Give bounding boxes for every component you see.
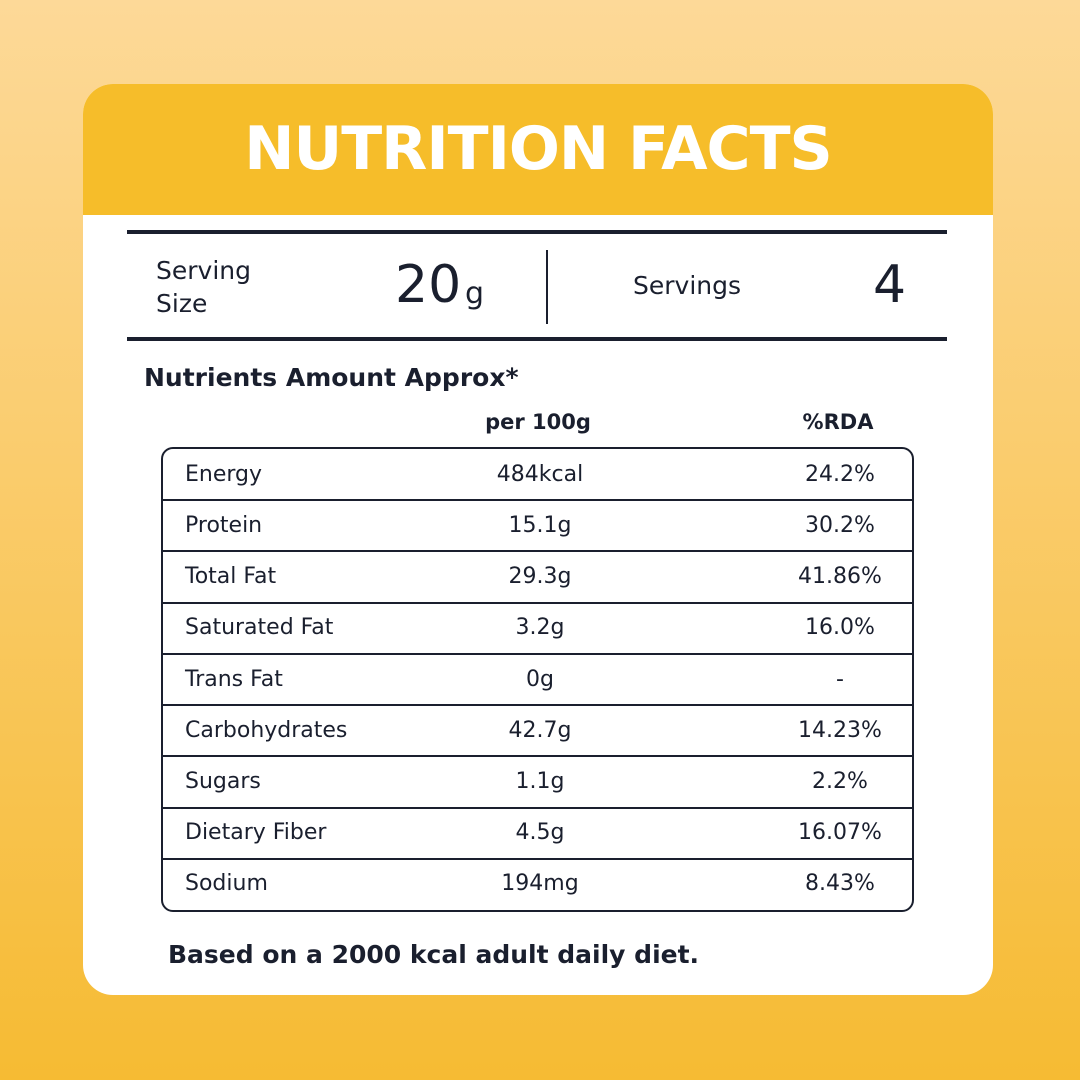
rule <box>127 230 947 234</box>
title: NUTRITION FACTS <box>244 114 832 184</box>
serving-amount: 20 <box>395 255 462 315</box>
serving-size-label: Serving Size <box>156 256 251 318</box>
rda: 16.0% <box>805 615 875 641</box>
nutrient-name: Total Fat <box>185 564 277 590</box>
per-100g: 0g <box>526 666 554 692</box>
row-line <box>163 755 912 758</box>
row-line <box>163 550 912 553</box>
nutrient-name: Energy <box>185 461 263 487</box>
rda: 2.2% <box>812 768 868 794</box>
footer-note: Based on a 2000 kcal adult daily diet. <box>168 940 700 969</box>
servings-label: Servings <box>633 271 742 300</box>
nutrient-name: Sugars <box>185 768 261 794</box>
rda: 30.2% <box>805 512 875 538</box>
row-line <box>163 806 912 809</box>
nutrient-name: Sodium <box>185 871 268 897</box>
rule <box>127 337 947 341</box>
per-100g: 42.7g <box>508 717 572 743</box>
servings-value: 4 <box>873 255 907 315</box>
rda: 16.07% <box>798 820 882 846</box>
nutrient-table: Energy 484kcal 24.2% Protein 15.1g 30.2% Total… <box>161 447 914 912</box>
row-line <box>163 857 912 860</box>
header-band <box>83 84 993 215</box>
rda: 41.86% <box>798 564 882 590</box>
row-line <box>163 704 912 707</box>
per-100g: 484kcal <box>496 461 584 487</box>
column-header: per 100g <box>485 410 591 434</box>
divider <box>546 250 548 324</box>
rda: 14.23% <box>798 717 882 743</box>
card: NUTRITION FACTS Serving Size 20 g Servin… <box>83 84 993 995</box>
nutrient-name: Carbohydrates <box>185 717 348 743</box>
rda: 8.43% <box>805 871 875 897</box>
row-line <box>163 601 912 604</box>
serving-unit: g <box>465 276 485 311</box>
row-line <box>163 499 912 502</box>
nutrient-name: Dietary Fiber <box>185 820 327 846</box>
per-100g: 29.3g <box>508 564 572 590</box>
per-100g: 1.1g <box>515 768 565 794</box>
nutrient-name: Trans Fat <box>185 666 283 692</box>
per-100g: 4.5g <box>515 820 565 846</box>
table-title: Nutrients Amount Approx* <box>144 363 519 392</box>
row-line <box>163 652 912 655</box>
nutrient-name: Protein <box>185 512 263 538</box>
per-100g: 3.2g <box>515 615 565 641</box>
column-header: %RDA <box>802 410 874 434</box>
rda: 24.2% <box>805 461 875 487</box>
nutrient-name: Saturated Fat <box>185 615 334 641</box>
rda: - <box>836 666 844 692</box>
per-100g: 194mg <box>501 871 579 897</box>
per-100g: 15.1g <box>508 512 572 538</box>
